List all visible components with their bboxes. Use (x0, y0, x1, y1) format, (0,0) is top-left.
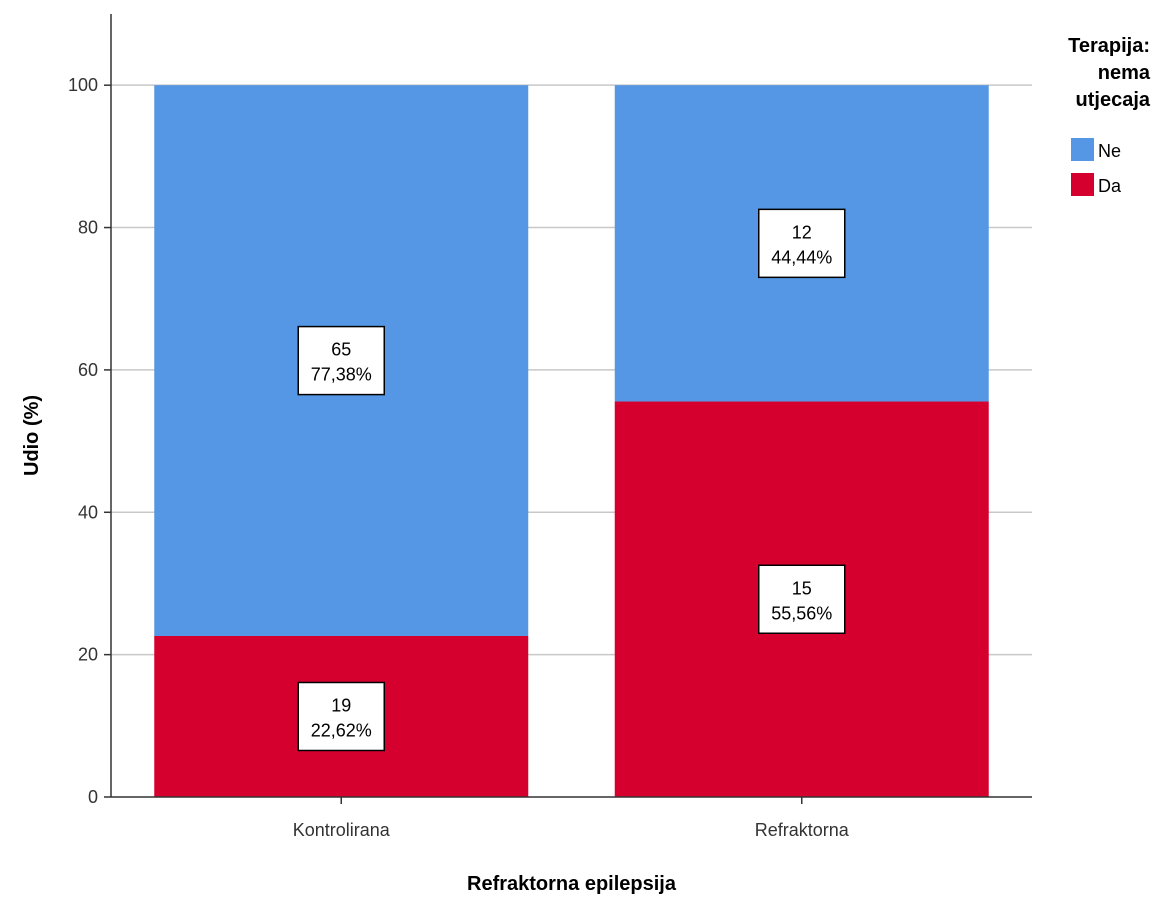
data-label-percent: 44,44% (771, 247, 832, 267)
data-label-percent: 22,62% (311, 720, 372, 740)
data-label-percent: 55,56% (771, 603, 832, 623)
legend-label: Da (1098, 176, 1122, 196)
data-label-box (758, 564, 846, 635)
y-tick-label: 40 (78, 502, 98, 522)
legend-swatch (1071, 173, 1094, 196)
data-label-count: 12 (792, 222, 812, 242)
legend-title-line-1: Terapija: (1068, 35, 1150, 57)
y-tick-label: 80 (78, 218, 98, 238)
bars (154, 85, 989, 797)
y-tick-label: 20 (78, 645, 98, 665)
x-tick-label: Kontrolirana (293, 820, 391, 840)
data-label-count: 65 (331, 340, 351, 360)
y-axis-title: Udio (%) (21, 395, 43, 476)
x-axis-title: Refraktorna epilepsija (467, 873, 677, 895)
legend-label: Ne (1098, 141, 1121, 161)
data-label-percent: 77,38% (311, 365, 372, 385)
data-label-count: 19 (331, 695, 351, 715)
data-label-count: 15 (792, 578, 812, 598)
x-tick-label: Refraktorna (755, 820, 850, 840)
y-tick-label: 60 (78, 360, 98, 380)
legend: Terapija: nema utjecaja Ne Da (1068, 35, 1151, 196)
legend-title-line-3: utjecaja (1076, 89, 1151, 111)
data-labels: 19 22,62% 65 77,38% 15 55,56% 12 44,44% (297, 208, 846, 752)
y-tick-label: 0 (88, 787, 98, 807)
data-label-box (758, 208, 846, 279)
data-label-box (297, 681, 385, 752)
legend-title-line-2: nema (1098, 62, 1151, 84)
axes (110, 14, 1032, 798)
y-tick-label: 100 (68, 75, 98, 95)
tick-labels: 0 20 40 60 80 100 Kontrolirana Refraktorna (68, 75, 850, 840)
legend-swatch (1071, 138, 1094, 161)
data-label-box (297, 325, 385, 396)
legend-items: Ne Da (1071, 138, 1122, 196)
